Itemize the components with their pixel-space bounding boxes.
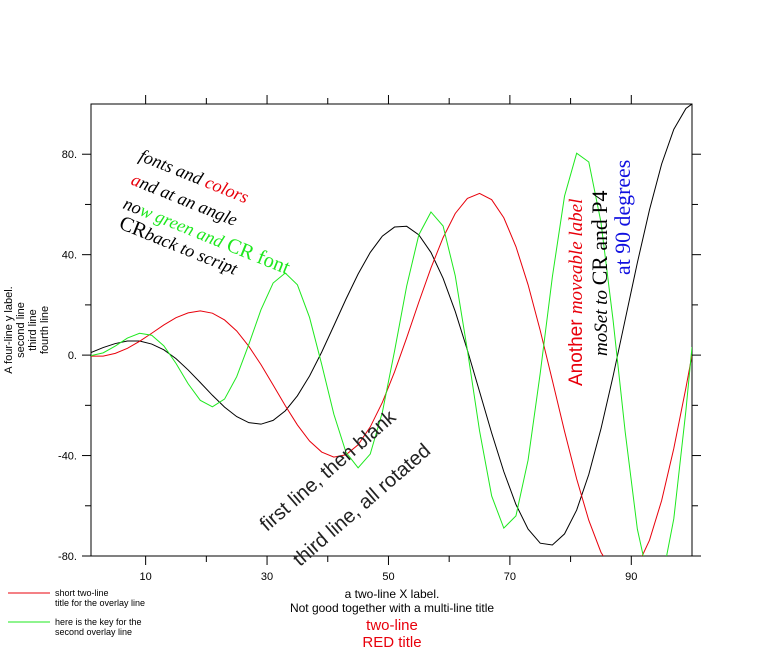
x-axis-label: Not good together with a multi-line titl…: [290, 601, 494, 615]
legend-label: second overlay line: [55, 627, 132, 637]
data-line: [91, 192, 692, 556]
y-tick-label: 0.: [68, 350, 77, 362]
plot-frame: [90, 103, 693, 557]
y-axis-label: A four-line y label.: [3, 286, 15, 373]
chart-title: two-line: [366, 617, 418, 634]
legend-label: here is the key for the: [55, 617, 142, 627]
chart-title: RED title: [362, 634, 421, 651]
x-tick-label: 10: [140, 571, 152, 583]
x-tick-label: 50: [382, 571, 394, 583]
y-tick-label: 40.: [62, 250, 77, 262]
y-axis-label: fourth line: [39, 306, 51, 354]
curves: [91, 104, 692, 556]
x-axis-label: a two-line X label.: [345, 587, 440, 601]
x-tick-label: 90: [625, 571, 637, 583]
y-tick-label: -40.: [58, 451, 77, 463]
legend-label: short two-line: [55, 588, 109, 598]
data-line: [91, 152, 692, 556]
text-segment: CR and P4: [588, 191, 612, 286]
text-segment: at 90 degrees: [611, 160, 635, 275]
text-segment: moSet to: [591, 285, 612, 356]
y-axis-label: second line: [15, 302, 27, 358]
legend-label: title for the overlay line: [55, 598, 145, 608]
x-tick-label: 70: [504, 571, 516, 583]
vertical-annotation: Another moveable label: [566, 199, 587, 386]
data-line: [91, 104, 692, 546]
y-tick-label: -80.: [58, 551, 77, 563]
rotated-annotation: third line, all rotated: [289, 440, 435, 571]
rotated-annotation: first line, then blank: [256, 405, 401, 535]
y-tick-label: 80.: [62, 149, 77, 161]
x-tick-label: 30: [261, 571, 273, 583]
vertical-annotation: at 90 degrees: [611, 160, 635, 275]
vertical-annotation: moSet to CR and P4: [588, 191, 612, 356]
text-segment: moveable label: [566, 199, 587, 315]
text-segment: Another: [566, 314, 587, 386]
y-axis-label: third line: [27, 309, 39, 351]
